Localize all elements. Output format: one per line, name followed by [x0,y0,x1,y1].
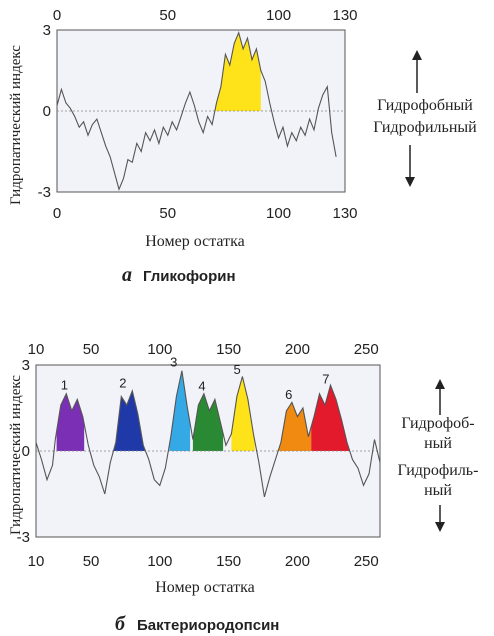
chart-b-y-tick-label: 0 [22,443,30,460]
chart-a-highlight-fills [212,33,261,111]
chart-a-region-fill-1 [212,33,261,111]
chart-b-segment-labels: 1 2 3 4 5 6 7 [61,355,330,402]
chart-b-label-hydrophobic: Гидрофоб-ный [401,415,474,452]
chart-b-title: Бактериородопсин [137,617,279,634]
chart-a-top-ticks: 0 50 100 130 [53,7,358,24]
chart-b-bottom-tick-label: 250 [354,553,379,570]
chart-b-segment-fills [56,370,353,451]
chart-b-region-fill-3 [169,370,191,451]
chart-b-region-fill-1 [56,393,85,451]
chart-b-segment-label-7: 7 [322,372,329,387]
chart-a-label-hydrophilic: Гидрофильный [373,119,477,136]
chart-a-bottom-tick-label: 100 [266,205,291,222]
chart-a-y-tick-label: 0 [43,103,51,120]
chart-a-title: Гликофорин [143,268,236,285]
chart-a-ylabel: Гидропатический индекс [8,45,24,205]
chart-b-segment-label-6: 6 [285,387,292,402]
chart-b-top-tick-label: 150 [216,341,241,358]
chart-b-bottom-tick-label: 50 [83,553,100,570]
chart-a-y-ticks: 3 0 -3 [38,22,51,201]
chart-b-segment-label-2: 2 [119,376,126,391]
chart-b-y-tick-label: 3 [22,357,30,374]
chart-a: Гидропатический индекс 0 50 100 130 0 50 100 1… [8,7,477,286]
chart-a-top-tick-label: 130 [332,7,357,24]
chart-b-bottom-tick-label: 100 [147,553,172,570]
chart-b-segment-label-4: 4 [198,379,205,394]
chart-a-xlabel: Номер остатка [145,233,244,250]
chart-b-side-annotation: Гидрофоб-ный Гидрофиль-ный [398,379,479,532]
chart-b-top-tick-label: 250 [354,341,379,358]
chart-b-bottom-tick-label: 200 [285,553,310,570]
chart-b-bottom-ticks: 10 50 100 150 200 250 [28,553,379,570]
chart-b-ylabel: Гидропатический индекс [8,375,24,535]
chart-a-top-tick-label: 100 [266,7,291,24]
chart-b-top-tick-label: 200 [285,341,310,358]
chart-b-top-ticks: 10 50 100 150 200 250 [28,341,379,358]
chart-b-segment-label-3: 3 [170,355,177,370]
chart-b-arrowhead-up-icon [435,379,445,389]
chart-a-bottom-tick-label: 50 [159,205,176,222]
chart-a-top-tick-label: 0 [53,7,61,24]
chart-a-side-annotation: Гидрофобный Гидрофильный [373,50,477,187]
chart-a-bottom-ticks: 0 50 100 130 [53,205,358,222]
chart-b-xlabel: Номер остатка [155,579,254,596]
chart-b-series-line [35,370,381,498]
chart-b-region-fill-4 [192,394,224,451]
chart-a-arrowhead-down-icon [405,177,415,187]
chart-a-series-line [56,31,337,191]
chart-b: Гидропатический индекс 10 50 100 150 200 250 … [8,341,478,635]
chart-b-region-fill-6 [278,402,312,451]
chart-a-arrowhead-up-icon [412,50,422,60]
chart-a-bottom-tick-label: 130 [332,205,357,222]
chart-a-top-tick-label: 50 [159,7,176,24]
chart-b-bottom-tick-label: 10 [28,553,45,570]
chart-a-label-hydrophobic: Гидрофобный [377,97,473,114]
chart-b-bottom-tick-label: 150 [216,553,241,570]
chart-b-y-ticks: 3 0 -3 [17,357,30,546]
chart-b-y-tick-label: -3 [17,529,30,546]
chart-b-region-fill-7 [311,385,353,451]
chart-b-caption-letter: б [115,613,126,635]
chart-b-top-tick-label: 50 [83,341,100,358]
chart-a-y-tick-label: 3 [43,22,51,39]
chart-b-segment-label-1: 1 [61,378,68,393]
chart-a-y-tick-label: -3 [38,184,51,201]
chart-b-segment-label-5: 5 [233,362,240,377]
chart-a-bottom-tick-label: 0 [53,205,61,222]
chart-a-caption-letter: а [122,264,132,286]
chart-b-label-hydrophilic: Гидрофиль-ный [398,462,479,499]
chart-b-top-tick-label: 100 [147,341,172,358]
chart-b-top-tick-label: 10 [28,341,45,358]
chart-b-region-fill-2 [113,391,145,451]
chart-b-arrowhead-down-icon [435,522,445,532]
